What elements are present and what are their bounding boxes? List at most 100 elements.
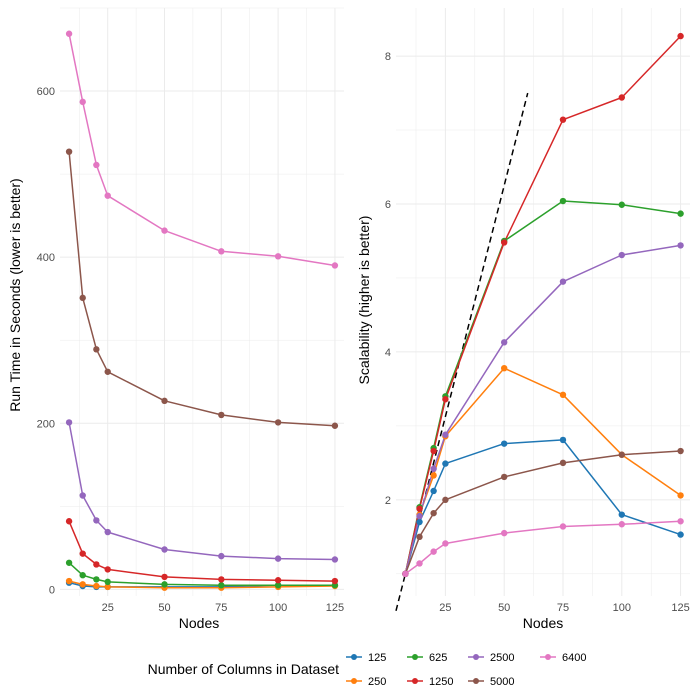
scalability-point-5000 bbox=[500, 473, 508, 481]
y-tick-label: 0 bbox=[49, 584, 55, 596]
scalability-point-1250 bbox=[677, 32, 684, 40]
runtime-point-250 bbox=[65, 577, 73, 585]
runtime-point-2500 bbox=[79, 492, 86, 499]
runtime-marks bbox=[65, 30, 339, 591]
scalability-point-6400 bbox=[677, 518, 684, 525]
runtime-x-axis-title: Nodes bbox=[179, 615, 219, 631]
runtime-point-5000 bbox=[65, 148, 73, 155]
scalability-point-5000 bbox=[677, 447, 684, 455]
legend: Number of Columns in Dataset 12525062512… bbox=[148, 652, 587, 688]
scalability-marks bbox=[395, 32, 684, 611]
x-tick-label: 50 bbox=[498, 602, 510, 614]
scalability-point-5000 bbox=[442, 496, 449, 504]
runtime-point-2500 bbox=[93, 517, 100, 524]
runtime-point-250 bbox=[93, 582, 100, 590]
scalability-y-axis-title: Scalability (higher is better) bbox=[356, 216, 372, 385]
ideal-scaling-reference-line bbox=[395, 92, 529, 611]
runtime-point-6400 bbox=[104, 192, 111, 199]
legend-key-point-1250 bbox=[412, 678, 418, 684]
runtime-point-2500 bbox=[218, 552, 225, 560]
runtime-point-625 bbox=[274, 582, 282, 589]
runtime-point-2500 bbox=[161, 546, 168, 553]
y-tick-label: 4 bbox=[385, 347, 391, 359]
scalability-series-line-2500 bbox=[404, 244, 681, 574]
runtime-series-line-6400 bbox=[68, 33, 336, 267]
runtime-point-5000 bbox=[161, 397, 168, 405]
scalability-point-625 bbox=[677, 210, 684, 217]
runtime-point-1250 bbox=[93, 561, 100, 568]
runtime-point-6400 bbox=[331, 262, 339, 269]
runtime-point-5000 bbox=[331, 422, 339, 429]
x-tick-label: 75 bbox=[215, 602, 227, 614]
runtime-point-5000 bbox=[104, 368, 111, 375]
legend-label-5000: 5000 bbox=[490, 676, 514, 688]
x-tick-label: 100 bbox=[269, 602, 287, 614]
scalability-point-125 bbox=[500, 440, 508, 447]
y-tick-label: 200 bbox=[37, 418, 55, 430]
runtime-point-6400 bbox=[65, 30, 73, 37]
scalability-point-5000 bbox=[416, 533, 423, 541]
legend-title: Number of Columns in Dataset bbox=[148, 661, 340, 677]
legend-label-250: 250 bbox=[368, 676, 386, 688]
scalability-point-250 bbox=[559, 391, 567, 399]
legend-key-point-125 bbox=[351, 654, 357, 660]
legend-label-2500: 2500 bbox=[490, 652, 514, 664]
runtime-panel: 25 50 75 100 125 0 200 400 600 Nodes Run Time in… bbox=[7, 7, 344, 631]
scalability-point-6400 bbox=[618, 521, 625, 528]
scalability-series-line-1250 bbox=[404, 35, 682, 574]
runtime-point-2500 bbox=[274, 555, 282, 562]
x-tick-label: 125 bbox=[671, 602, 689, 614]
scalability-point-2500 bbox=[442, 431, 449, 438]
runtime-point-625 bbox=[93, 576, 100, 583]
scalability-point-625 bbox=[618, 201, 625, 208]
runtime-point-6400 bbox=[161, 227, 168, 234]
runtime-point-1250 bbox=[274, 577, 282, 584]
x-tick-label: 25 bbox=[439, 602, 451, 614]
scalability-point-125 bbox=[618, 511, 625, 518]
runtime-y-axis-title: Run Time in Seconds (lower is better) bbox=[7, 178, 23, 411]
scalability-point-6400 bbox=[402, 570, 409, 578]
runtime-point-1250 bbox=[331, 577, 339, 585]
runtime-point-1250 bbox=[79, 550, 86, 557]
runtime-point-625 bbox=[65, 559, 73, 566]
y-tick-label: 8 bbox=[385, 51, 391, 63]
runtime-point-5000 bbox=[93, 346, 100, 353]
scalability-point-125 bbox=[430, 487, 437, 495]
runtime-series-line-5000 bbox=[68, 151, 335, 427]
scalability-series-line-6400 bbox=[404, 520, 681, 575]
scalability-point-6400 bbox=[500, 529, 508, 537]
scalability-point-1250 bbox=[618, 94, 625, 101]
runtime-point-625 bbox=[218, 582, 225, 589]
runtime-point-625 bbox=[79, 572, 86, 579]
runtime-point-6400 bbox=[93, 161, 100, 169]
runtime-point-6400 bbox=[79, 98, 86, 106]
runtime-point-6400 bbox=[274, 253, 282, 260]
scalability-point-1250 bbox=[430, 447, 437, 455]
scalability-point-1250 bbox=[559, 116, 567, 123]
legend-key-point-250 bbox=[351, 678, 357, 684]
scalability-point-125 bbox=[442, 460, 449, 467]
legend-label-6400: 6400 bbox=[562, 652, 586, 664]
scalability-point-2500 bbox=[559, 278, 567, 285]
runtime-point-5000 bbox=[218, 411, 225, 419]
legend-key-point-625 bbox=[412, 654, 418, 660]
x-tick-label: 75 bbox=[557, 602, 569, 614]
y-tick-label: 600 bbox=[37, 86, 55, 98]
legend-label-625: 625 bbox=[429, 652, 447, 664]
x-tick-label: 100 bbox=[613, 602, 631, 614]
x-tick-label: 125 bbox=[326, 602, 344, 614]
legend-items: 125 250 625 1250 2500 5000 6400 bbox=[346, 652, 586, 688]
legend-key-point-5000 bbox=[473, 678, 479, 684]
scalability-point-125 bbox=[416, 518, 423, 526]
runtime-point-625 bbox=[104, 578, 111, 586]
runtime-point-2500 bbox=[104, 528, 111, 536]
runtime-point-250 bbox=[79, 581, 86, 588]
scalability-point-2500 bbox=[618, 251, 625, 259]
runtime-point-5000 bbox=[79, 294, 86, 302]
runtime-point-5000 bbox=[274, 419, 282, 426]
y-tick-label: 2 bbox=[385, 495, 391, 507]
runtime-point-250 bbox=[104, 583, 111, 591]
scalability-point-250 bbox=[677, 492, 684, 499]
scalability-point-1250 bbox=[500, 239, 508, 246]
scalability-point-250 bbox=[430, 472, 437, 479]
